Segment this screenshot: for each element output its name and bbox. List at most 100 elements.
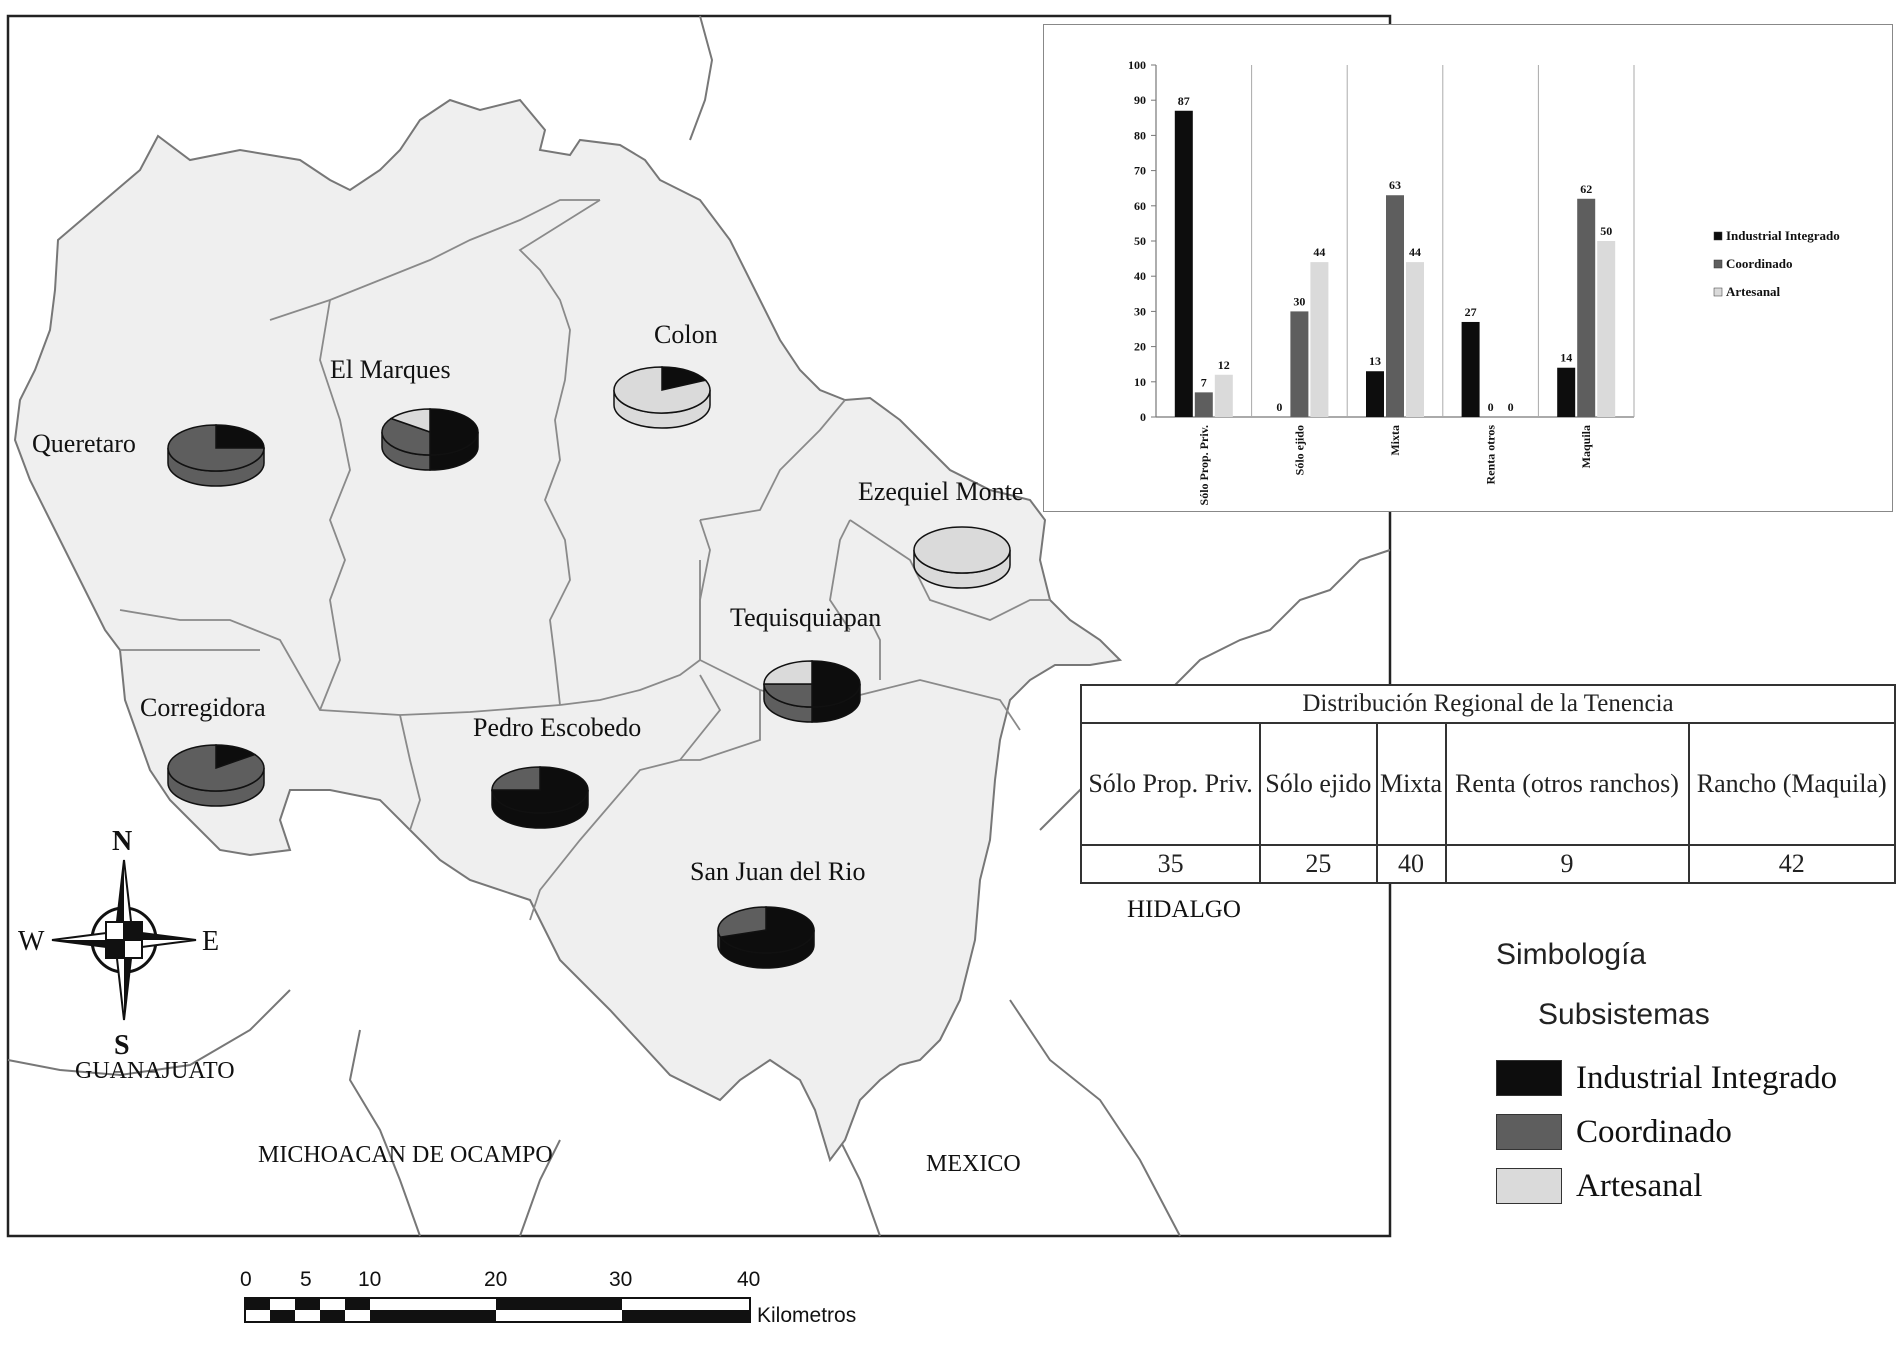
compass-s: S <box>114 1030 130 1061</box>
pie-slice <box>763 660 813 685</box>
bar-value-label: 0 <box>1276 400 1282 414</box>
label-tequisquiapan: Tequisquiapan <box>730 603 881 632</box>
tenure-header: Mixta <box>1375 722 1447 846</box>
bar <box>1461 321 1480 417</box>
scale-tick-40: 40 <box>737 1268 760 1291</box>
bar <box>1214 374 1233 417</box>
y-tick-label: 30 <box>1134 304 1146 318</box>
category-label: Mixta <box>1388 425 1402 456</box>
scale-tick-20: 20 <box>484 1268 507 1291</box>
label-pedro-escobedo: Pedro Escobedo <box>473 713 641 742</box>
tenure-header: Sólo Prop. Priv. <box>1079 722 1262 846</box>
scale-tick-10: 10 <box>358 1268 381 1291</box>
bar-value-label: 44 <box>1313 245 1325 259</box>
category-label: Sólo Prop. Priv. <box>1197 425 1211 505</box>
map-legend: Simbología Subsistemas Industrial Integr… <box>1496 930 1896 1220</box>
chart-legend-swatch <box>1713 259 1723 269</box>
scale-unit: Kilometros <box>757 1304 856 1327</box>
pie-slice <box>913 526 1011 574</box>
scale-tick-30: 30 <box>609 1268 632 1291</box>
compass-e: E <box>202 926 219 957</box>
y-tick-label: 20 <box>1134 340 1146 354</box>
pie-slice <box>167 744 265 792</box>
scale-tick-5: 5 <box>300 1268 312 1291</box>
pie-slice <box>389 408 431 434</box>
bar-value-label: 7 <box>1201 375 1207 389</box>
bar <box>1557 367 1576 417</box>
legend-swatch-industrial <box>1496 1060 1562 1096</box>
label-mexico: MEXICO <box>926 1151 1021 1177</box>
bar-value-label: 0 <box>1488 400 1494 414</box>
chart-legend-label: Artesanal <box>1726 284 1781 299</box>
label-hidalgo: HIDALGO <box>1127 896 1241 923</box>
region-shapes <box>13 98 1123 1163</box>
pie-chart <box>167 744 265 807</box>
category-label: Maquila <box>1579 425 1593 468</box>
bar-value-label: 87 <box>1178 94 1190 108</box>
y-tick-label: 60 <box>1134 199 1146 213</box>
bar-chart-panel: 0 10 20 30 40 50 60 70 80 90 100 87 7 12 Sólo Prop. Pr… <box>1043 24 1893 512</box>
pie-chart <box>491 766 589 829</box>
tenure-value: 35 <box>1079 844 1262 884</box>
bar-value-label: 50 <box>1600 224 1612 238</box>
chart-legend-swatch <box>1713 287 1723 297</box>
legend-item-artesanal: Artesanal <box>1496 1166 1702 1206</box>
label-ezequiel-monte: Ezequiel Monte <box>858 477 1023 506</box>
category-label: Sólo ejido <box>1292 425 1306 475</box>
tenure-header: Sólo ejido <box>1259 722 1378 846</box>
label-corregidora: Corregidora <box>140 693 266 722</box>
bar-value-label: 44 <box>1409 245 1421 259</box>
label-michoacan: MICHOACAN DE OCAMPO <box>258 1142 553 1168</box>
scale-tick-0: 0 <box>240 1268 252 1291</box>
bar <box>1174 110 1193 417</box>
bar <box>1597 241 1616 417</box>
label-el-marques: El Marques <box>330 355 451 384</box>
bar-value-label: 14 <box>1560 351 1572 365</box>
municipality-labels: Queretaro El Marques Colon Ezequiel Mont… <box>32 320 1023 886</box>
compass-n: N <box>112 826 132 857</box>
pie-slice <box>491 766 541 791</box>
pie-slice <box>381 417 431 456</box>
bar <box>1290 311 1309 417</box>
bar-value-label: 13 <box>1369 354 1381 368</box>
chart-legend-label: Coordinado <box>1726 256 1792 271</box>
pie-slice <box>491 766 589 814</box>
y-tick-label: 10 <box>1134 375 1146 389</box>
label-guanajuato: GUANAJUATO <box>75 1058 235 1084</box>
bar-value-label: 0 <box>1508 400 1514 414</box>
legend-label: Coordinado <box>1576 1113 1732 1150</box>
y-tick-label: 100 <box>1128 58 1146 72</box>
pie-charts <box>167 366 1011 969</box>
pie-chart <box>381 408 479 471</box>
legend-title: Simbología <box>1496 938 1647 971</box>
tenure-header: Rancho (Maquila) <box>1687 722 1896 846</box>
pie-chart <box>763 660 861 723</box>
y-tick-label: 70 <box>1134 164 1146 178</box>
chart-legend-swatch <box>1713 231 1723 241</box>
bar-chart: 0 10 20 30 40 50 60 70 80 90 100 87 7 12 Sólo Prop. Pr… <box>1128 58 1840 505</box>
legend-swatch-artesanal <box>1496 1168 1562 1204</box>
y-tick-label: 50 <box>1134 234 1146 248</box>
region-outline <box>13 98 1123 1163</box>
bar <box>1406 262 1424 417</box>
y-tick-label: 90 <box>1134 93 1146 107</box>
pie-slice <box>215 424 265 449</box>
pie-slice <box>613 366 711 414</box>
scale-bar: 0 5 10 20 30 40 Kilometros <box>240 1268 856 1327</box>
tenure-value: 9 <box>1444 844 1690 884</box>
label-queretaro: Queretaro <box>32 429 136 458</box>
pie-chart <box>613 366 711 429</box>
legend-label: Artesanal <box>1576 1167 1703 1204</box>
bar <box>1366 371 1384 417</box>
bar-value-label: 12 <box>1218 358 1230 372</box>
pie-slice <box>167 424 265 472</box>
legend-item-industrial: Industrial Integrado <box>1496 1058 1837 1098</box>
pie-chart <box>167 424 265 487</box>
bar <box>1577 198 1596 417</box>
pie-slice <box>661 366 707 391</box>
bar <box>1310 262 1329 417</box>
legend-subtitle: Subsistemas <box>1538 998 1710 1031</box>
tenure-table: Distribución Regional de la Tenencia Sól… <box>1079 684 1896 884</box>
pie-chart <box>913 526 1011 589</box>
